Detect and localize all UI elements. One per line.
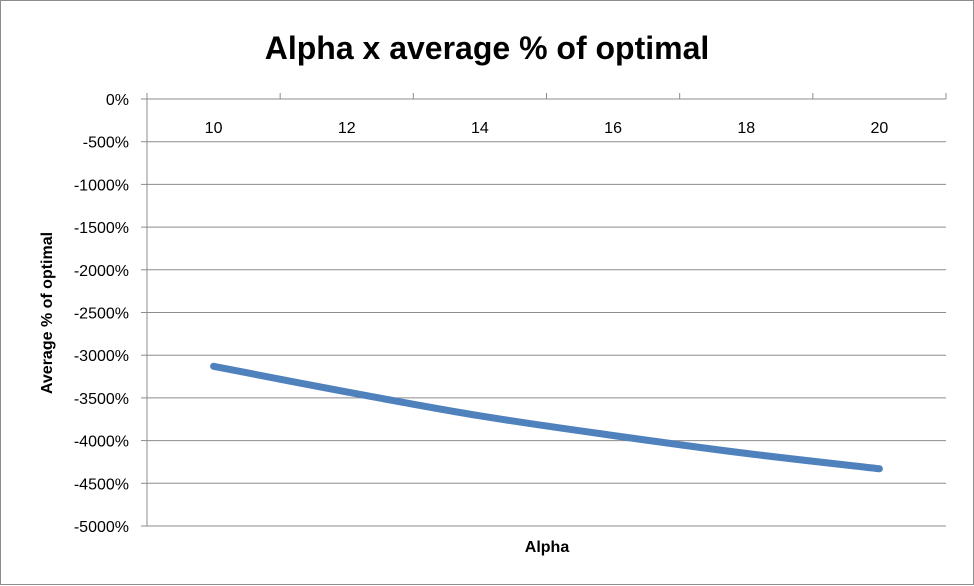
x-tick-label: 20 [871,120,889,137]
series [210,362,883,473]
y-tick-label: -3500% [74,391,129,408]
axes [141,93,947,527]
y-tick-label: -500% [83,135,129,152]
y-tick-label: -1000% [74,177,129,194]
y-tick-label: -2500% [74,306,129,323]
gridlines [147,141,946,527]
x-tick-label: 16 [604,120,622,137]
y-tick-label: 0% [106,92,129,109]
x-axis-title: Alpha [525,539,570,556]
x-tick-labels: 10 12 14 16 18 20 [205,120,889,137]
x-tick-label: 18 [737,120,755,137]
x-tick-label: 12 [338,120,356,137]
y-tick-label: -4500% [74,476,129,493]
y-tick-labels: 0% -500% -1000% -1500% -2000% -2500% -3000% -35… [74,92,129,536]
chart-title: Alpha x average % of optimal [265,30,710,66]
y-tick-label: -4000% [74,434,129,451]
y-tick-label: -1500% [74,220,129,237]
y-tick-label: -3000% [74,348,129,365]
y-axis-title: Average % of optimal [39,232,56,394]
x-tick-label: 14 [471,120,489,137]
y-tick-label: -5000% [74,519,129,536]
x-tick-label: 10 [205,120,223,137]
series-line [210,362,883,473]
y-tick-label: -2000% [74,263,129,280]
